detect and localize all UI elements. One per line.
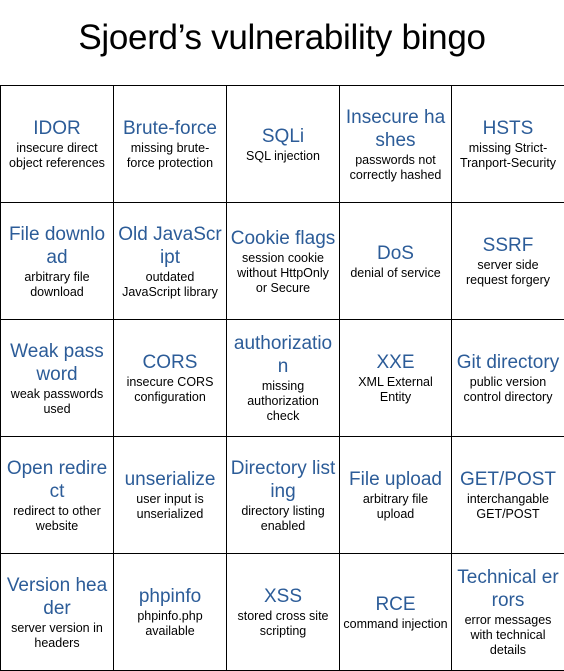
- cell-heading: CORS: [142, 352, 198, 373]
- cell-heading: Version header: [6, 574, 108, 619]
- cell-heading: authorization: [233, 333, 333, 377]
- cell-description: interchangable GET/POST: [466, 492, 549, 521]
- cell-description: passwords not correctly hashed: [349, 152, 442, 182]
- page-title: Sjoerd’s vulnerability bingo: [78, 18, 486, 57]
- cell-heading: unserialize: [124, 469, 216, 490]
- bingo-cell: Cookie flags session cookie without HttpO…: [227, 203, 340, 320]
- bingo-cell: CORS insecure CORS configuration: [114, 320, 227, 437]
- cell-heading: Brute-force: [123, 118, 217, 139]
- cell-heading: Old JavaScript: [118, 223, 222, 268]
- cell-heading: XXE: [376, 352, 415, 373]
- bingo-cell: XSS stored cross site scripting: [227, 554, 340, 671]
- cell-heading: Open redirect: [6, 457, 108, 502]
- cell-description: session cookie without HttpOnly or Secur…: [237, 250, 329, 295]
- bingo-cell: SQLi SQL injection: [227, 86, 340, 203]
- cell-heading: Directory listing: [230, 457, 336, 502]
- cell-heading: IDOR: [33, 118, 81, 139]
- bingo-cell: File download arbitrary file download: [1, 203, 114, 320]
- cell-description: command injection: [343, 616, 448, 631]
- cell-heading: RCE: [375, 593, 416, 615]
- cell-description: server version in headers: [11, 620, 103, 650]
- bingo-cell: XXE XML External Entity: [340, 320, 452, 437]
- cell-description: arbitrary file upload: [362, 492, 429, 521]
- cell-heading: Cookie flags: [230, 227, 336, 249]
- cell-heading: SSRF: [482, 235, 534, 256]
- bingo-cell: Version header server version in headers: [1, 554, 114, 671]
- bingo-cell: authorization missing authorization check: [227, 320, 340, 437]
- bingo-cell: GET/POST interchangable GET/POST: [452, 437, 564, 554]
- cell-heading: Git directory: [456, 352, 560, 373]
- bingo-cell: Open redirect redirect to other website: [1, 437, 114, 554]
- cell-heading: HSTS: [482, 118, 534, 139]
- cell-heading: File download: [8, 223, 106, 268]
- bingo-cell: Directory listing directory listing enabl…: [227, 437, 340, 554]
- cell-description: XML External Entity: [358, 375, 433, 404]
- cell-description: denial of service: [350, 265, 441, 280]
- cell-heading: Weak password: [10, 340, 104, 385]
- bingo-cell: IDOR insecure direct object references: [1, 86, 114, 203]
- bingo-cell: Technical errors error messages with tech…: [452, 554, 564, 671]
- cell-description: phpinfo.php available: [137, 609, 203, 638]
- cell-description: outdated JavaScript library: [122, 269, 218, 299]
- cell-description: weak passwords used: [10, 386, 104, 416]
- cell-heading: phpinfo: [138, 586, 202, 607]
- cell-heading: GET/POST: [459, 469, 557, 490]
- cell-heading: Technical errors: [457, 567, 559, 611]
- cell-heading: XSS: [263, 586, 303, 607]
- bingo-cell: Insecure hashes passwords not correctly h…: [340, 86, 452, 203]
- cell-description: directory listing enabled: [241, 503, 325, 533]
- bingo-cell: SSRF server side request forgery: [452, 203, 564, 320]
- cell-description: error messages with technical details: [464, 613, 552, 657]
- cell-description: missing brute-force protection: [126, 141, 214, 170]
- cell-description: insecure CORS configuration: [126, 375, 214, 404]
- cell-description: user input is unserialized: [136, 492, 204, 521]
- bingo-cell: Old JavaScript outdated JavaScript librar…: [114, 203, 227, 320]
- cell-description: redirect to other website: [13, 503, 101, 533]
- cell-description: server side request forgery: [465, 258, 551, 287]
- cell-description: SQL injection: [246, 148, 320, 163]
- cell-description: insecure direct object references: [9, 141, 105, 170]
- bingo-cell: DoS denial of service: [340, 203, 452, 320]
- cell-heading: SQLi: [261, 125, 305, 147]
- bingo-cell: Brute-force missing brute-force protectio…: [114, 86, 227, 203]
- bingo-cell: Weak password weak passwords used: [1, 320, 114, 437]
- cell-heading: DoS: [377, 242, 414, 264]
- cell-description: public version control directory: [463, 375, 553, 404]
- bingo-grid: IDOR insecure direct object references Br…: [0, 85, 564, 671]
- bingo-cell: unserialize user input is unserialized: [114, 437, 227, 554]
- cell-description: stored cross site scripting: [237, 609, 329, 638]
- bingo-cell: HSTS missing Strict-Tranport-Security: [452, 86, 564, 203]
- bingo-cell: File upload arbitrary file upload: [340, 437, 452, 554]
- cell-description: missing authorization check: [247, 379, 319, 423]
- bingo-cell: Git directory public version control dire…: [452, 320, 564, 437]
- cell-heading: Insecure hashes: [345, 106, 446, 151]
- bingo-cell: RCE command injection: [340, 554, 452, 671]
- cell-description: missing Strict-Tranport-Security: [459, 141, 557, 170]
- bingo-cell: phpinfo phpinfo.php available: [114, 554, 227, 671]
- cell-heading: File upload: [349, 469, 442, 490]
- cell-description: arbitrary file download: [24, 269, 90, 299]
